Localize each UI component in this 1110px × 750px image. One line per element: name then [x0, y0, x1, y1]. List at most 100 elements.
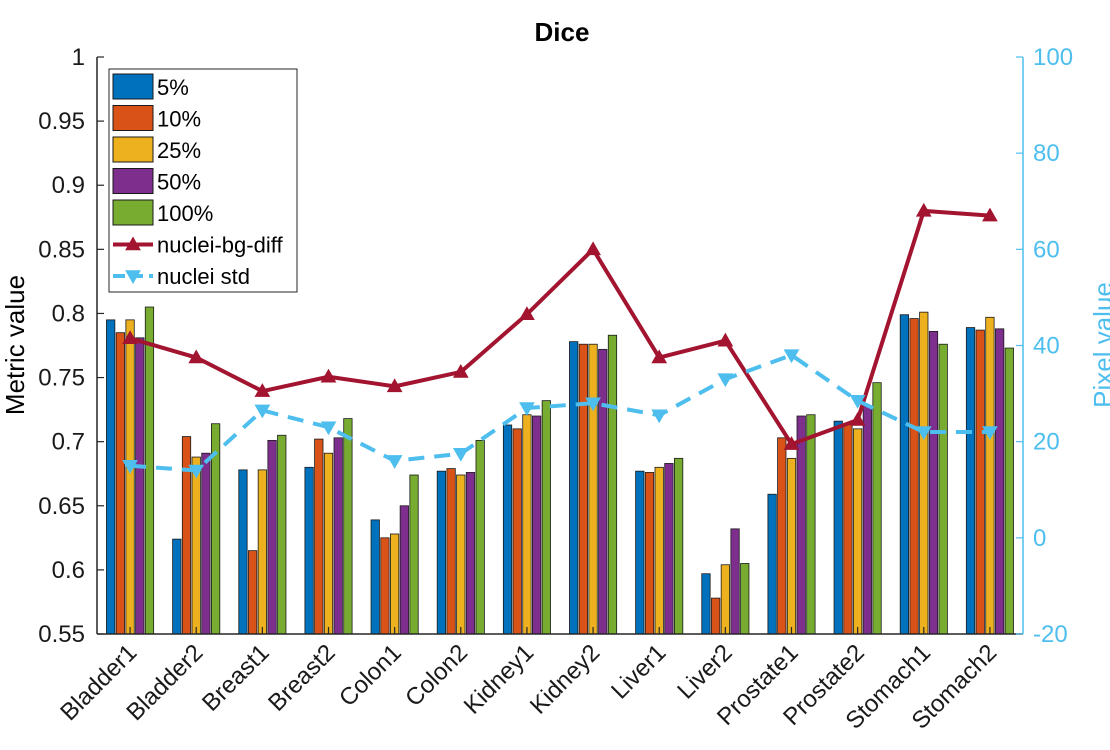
- series-line: [129, 353, 990, 473]
- bar: [909, 318, 919, 635]
- bar: [740, 563, 750, 635]
- line-marker: [783, 349, 800, 364]
- legend-label: 5%: [157, 75, 189, 100]
- bar: [767, 493, 777, 635]
- y-tick-label: 0.75: [38, 365, 85, 392]
- bar: [928, 330, 939, 635]
- line-marker: [982, 426, 998, 441]
- bar: [446, 468, 456, 635]
- y-tick-label-right: 80: [1033, 140, 1060, 167]
- right-y-ticks: -20 0 20 40 60 80 100: [1016, 44, 1073, 648]
- line-marker: [254, 404, 271, 419]
- line-marker: [188, 349, 205, 364]
- bar: [701, 573, 711, 635]
- legend-marker: [125, 236, 141, 251]
- bar: [277, 434, 287, 635]
- bar: [201, 452, 211, 635]
- bar: [569, 341, 579, 635]
- bar: [541, 400, 551, 635]
- line-marker: [254, 383, 271, 397]
- x-ticks: Bladder1Bladder2Breast1Breast2Colon1Colo…: [55, 627, 1002, 735]
- y-tick-label: 0.65: [38, 493, 85, 520]
- x-tick-label: Colon1: [334, 639, 407, 712]
- legend-swatch: [112, 105, 154, 131]
- y-tick-label-right: 100: [1033, 44, 1073, 71]
- bar: [475, 439, 485, 635]
- bar: [777, 437, 787, 635]
- x-tick-label: Breast2: [263, 639, 341, 717]
- y-tick-label-right: 0: [1033, 525, 1046, 552]
- y-tick-label: 1: [72, 44, 85, 71]
- bar: [607, 334, 618, 635]
- bar: [380, 537, 390, 635]
- bar: [872, 382, 882, 635]
- x-tick-label: Kidney2: [525, 639, 605, 719]
- line-marker: [452, 363, 469, 378]
- bar: [635, 470, 645, 635]
- legend-swatch: [112, 199, 154, 226]
- bar: [532, 415, 542, 635]
- line-marker: [982, 207, 998, 222]
- y-tick-label: 0.6: [52, 557, 85, 584]
- line-marker: [188, 464, 205, 479]
- bar: [172, 538, 182, 635]
- y-tick-label: 0.85: [38, 236, 85, 263]
- y-axis-label: Metric value: [0, 275, 30, 415]
- legend-swatch: [112, 73, 154, 100]
- line-marker: [915, 202, 932, 217]
- bar: [664, 463, 674, 635]
- lines-layer: [122, 202, 998, 479]
- bar: [191, 456, 201, 635]
- legend-marker: [125, 270, 141, 285]
- bar: [465, 472, 476, 635]
- bar: [578, 343, 588, 635]
- series-line: [129, 208, 991, 447]
- line-marker: [585, 241, 601, 256]
- bar: [135, 337, 145, 635]
- line-marker: [717, 332, 734, 347]
- line-marker: [717, 373, 734, 388]
- bar: [674, 457, 684, 635]
- chart-title: Dice: [535, 17, 590, 47]
- bar: [436, 470, 446, 635]
- bar: [390, 533, 400, 635]
- line-marker: [519, 306, 535, 320]
- legend-label: nuclei-bg-diff: [157, 233, 283, 258]
- x-tick-label: Liver1: [606, 639, 671, 704]
- y-tick-label: 0.9: [52, 172, 85, 199]
- legend-label: 100%: [157, 201, 213, 226]
- legend-label: 50%: [157, 170, 201, 195]
- bar: [502, 424, 513, 635]
- legend-swatch: [112, 136, 154, 163]
- bar: [314, 438, 324, 635]
- bar: [343, 418, 353, 635]
- y-tick-label-right: 20: [1033, 429, 1060, 456]
- bar: [862, 405, 872, 635]
- left-y-ticks: 0.55 0.6 0.65 0.7 0.75 0.8 0.85 0.9 0.95 1: [38, 44, 104, 648]
- bar: [248, 550, 258, 635]
- bar: [304, 466, 314, 635]
- bar: [522, 414, 532, 635]
- bar: [115, 332, 125, 635]
- y-tick-label: 0.7: [52, 429, 85, 456]
- bar: [853, 428, 863, 635]
- x-tick-label: Kidney1: [459, 639, 539, 719]
- y-tick-label-right: 60: [1033, 236, 1060, 263]
- x-tick-label: Breast1: [197, 639, 275, 717]
- bar: [938, 343, 948, 635]
- bar: [899, 314, 909, 635]
- line-marker: [320, 368, 337, 383]
- bar: [456, 474, 466, 635]
- line-marker: [849, 412, 866, 426]
- bar: [588, 343, 598, 635]
- bar: [730, 528, 740, 635]
- line-marker: [386, 455, 403, 469]
- bar: [806, 414, 816, 635]
- bar: [370, 519, 380, 635]
- line-marker: [651, 349, 668, 364]
- bar: [833, 420, 843, 635]
- bar: [333, 437, 343, 635]
- legend-swatch: [112, 168, 154, 194]
- bar: [238, 469, 248, 635]
- bar: [995, 328, 1005, 635]
